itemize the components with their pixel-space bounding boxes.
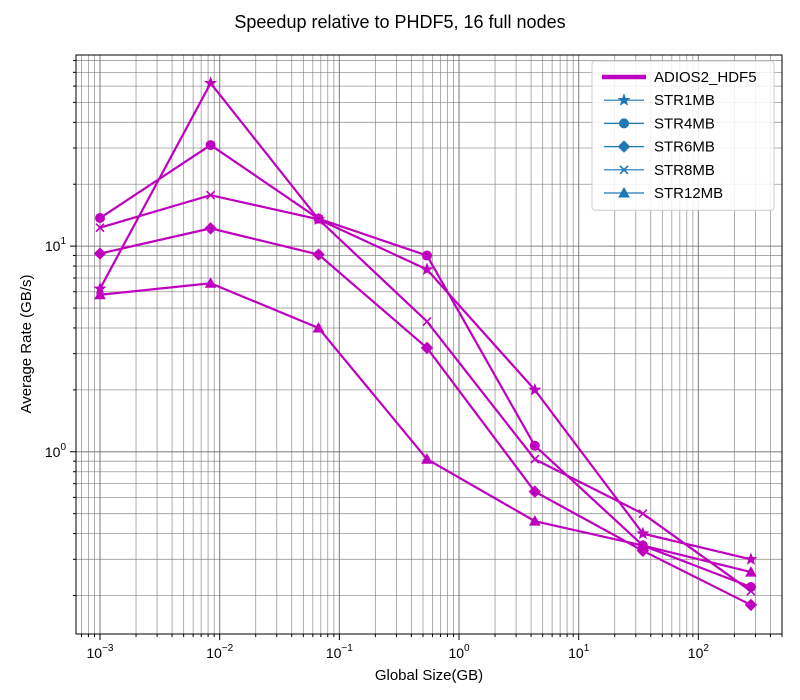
legend-marker-str4mb (619, 118, 629, 129)
data-point-str8mb (313, 214, 324, 224)
data-point-str1mb (744, 552, 758, 565)
x-tick-label: 10−1 (326, 643, 353, 661)
legend-marker-str12mb (618, 186, 630, 198)
data-point-str12mb (312, 321, 325, 333)
x-tick-label: 10−2 (206, 643, 233, 661)
x-axis-label: Global Size(GB) (375, 667, 483, 684)
data-point-str1mb (420, 262, 434, 276)
data-point-str8mb (206, 190, 216, 200)
legend-label-str12mb: STR12MB (654, 185, 723, 202)
data-point-str6mb (312, 248, 325, 261)
data-point-str12mb (637, 539, 649, 551)
series-markers (93, 76, 758, 612)
plot-frame (75, 54, 783, 635)
y-tick-label: 100 (45, 442, 67, 460)
legend: ADIOS2_HDF5 STR1MB STR4MB STR6MB STR8MB STR12… (591, 60, 775, 211)
data-point-str12mb (204, 277, 217, 288)
data-point-str8mb (95, 223, 105, 233)
legend-label-adios2-hdf5: ADIOS2_HDF5 (654, 69, 757, 86)
x-tick-label: 102 (688, 643, 710, 661)
data-point-str6mb (744, 598, 758, 612)
data-point-str4mb (95, 213, 106, 224)
data-point-str1mb (204, 76, 218, 89)
y-tick-label: 101 (45, 236, 67, 254)
data-point-str4mb (205, 140, 216, 151)
data-point-str6mb (204, 222, 217, 235)
legend-label-str8mb: STR8MB (654, 162, 715, 179)
grid (76, 55, 783, 634)
x-tick-label: 100 (448, 643, 470, 661)
data-point-str4mb (421, 250, 432, 261)
data-point-str6mb (420, 341, 434, 355)
legend-box (591, 60, 775, 211)
legend-label-str1mb: STR1MB (654, 92, 715, 109)
series-line-str12mb (99, 282, 752, 574)
data-point-str8mb (638, 509, 648, 519)
y-axis-ticks: 100 101 (45, 59, 76, 597)
data-point-str1mb (528, 382, 542, 396)
data-point-str12mb (421, 453, 433, 464)
data-point-str12mb (94, 288, 106, 300)
legend-marker-str6mb (617, 140, 631, 153)
chart-title: Speedup relative to PHDF5, 16 full nodes (234, 12, 565, 32)
legend-label-str6mb: STR6MB (654, 139, 715, 156)
data-point-str8mb (746, 586, 756, 596)
data-point-str6mb (93, 247, 107, 260)
data-point-str8mb (422, 316, 432, 327)
data-point-str8mb (530, 454, 540, 464)
data-point-str4mb (529, 440, 540, 451)
legend-marker-str8mb (619, 165, 629, 175)
data-point-str1mb (636, 526, 650, 540)
data-point-str12mb (745, 566, 757, 577)
y-axis-label: Average Rate (GB/s) (18, 275, 35, 414)
data-point-str12mb (528, 515, 541, 526)
legend-label-str4mb: STR4MB (654, 115, 715, 132)
data-point-str6mb (528, 485, 542, 498)
x-tick-label: 101 (568, 643, 590, 661)
legend-marker-str1mb (617, 93, 631, 106)
x-tick-label: 10−3 (87, 643, 114, 661)
x-axis-ticks: 10−3 10−2 10−1 100 101 102 (80, 634, 783, 661)
